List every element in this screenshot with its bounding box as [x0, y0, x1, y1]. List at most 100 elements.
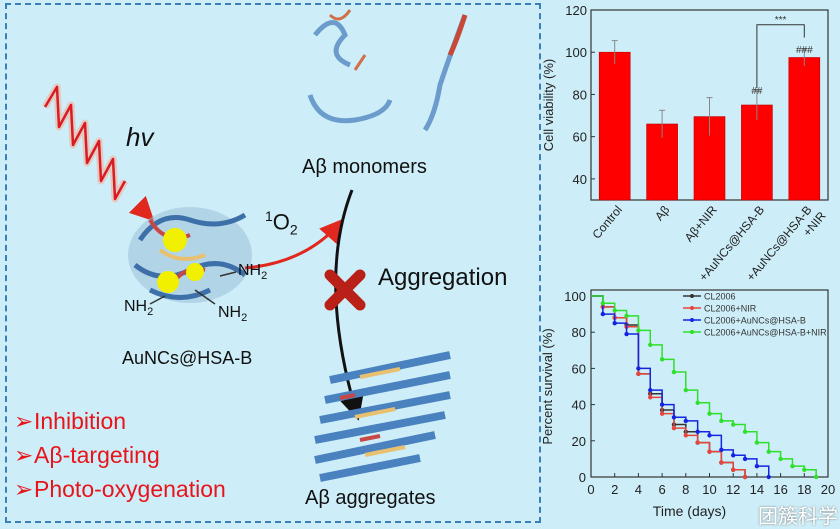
singlet-oxygen-label: 1O2 [265, 208, 298, 238]
data-point [695, 400, 700, 405]
bullet-text: Inhibition [34, 408, 127, 434]
y-axis-label: Percent survival (%) [540, 328, 555, 444]
nanocluster-label: AuNCs@HSA-B [122, 348, 253, 368]
protein-nanocluster-icon [128, 207, 252, 303]
x-tick-label: 20 [821, 482, 835, 497]
data-point [766, 449, 771, 454]
x-tick-label: Aβ+NIR [682, 203, 720, 245]
data-point [683, 433, 688, 438]
bullet-text: Photo-oxygenation [34, 476, 226, 502]
y-tick-label: 60 [572, 361, 586, 376]
diagram-graphics [41, 9, 468, 482]
data-point [742, 429, 748, 434]
amine-sub: 2 [261, 270, 268, 283]
monomer-protein-icons [307, 9, 468, 132]
bracket-label: *** [775, 15, 787, 26]
amine-base: NH [124, 298, 148, 315]
data-point [671, 369, 677, 375]
y-tick-label: 80 [572, 325, 586, 340]
data-point [719, 460, 724, 465]
amine-base: NH [218, 304, 242, 321]
data-point [612, 320, 617, 326]
x-tick-label: Control [589, 203, 625, 242]
data-point [695, 429, 700, 434]
bullet-photo-oxygenation: ➢Photo-oxygenation [14, 476, 226, 503]
y-tick-label: 40 [572, 398, 586, 413]
inhibition-cross-icon [324, 269, 366, 311]
bullet-text: Aβ-targeting [34, 442, 160, 468]
x-tick-label: 12 [726, 482, 740, 497]
data-point [600, 311, 606, 317]
data-point [624, 331, 629, 337]
data-point [766, 474, 771, 480]
legend-marker [690, 318, 694, 322]
data-point [648, 342, 653, 348]
data-point [813, 474, 819, 480]
data-point [648, 395, 653, 400]
x-tick-label: 16 [773, 482, 787, 497]
x-tick-label: 10 [702, 482, 716, 497]
y-tick-label: 80 [573, 87, 587, 102]
data-point [683, 387, 688, 393]
data-point [707, 433, 712, 438]
amine-sub: 2 [147, 306, 154, 319]
amine-sub: 2 [241, 312, 248, 325]
x-tick-label: 18 [797, 482, 811, 497]
amine-label: NH2 [218, 304, 247, 324]
data-point [600, 301, 606, 306]
data-point [695, 440, 700, 445]
watermark: 团簇科学 [758, 506, 838, 528]
data-point [742, 456, 748, 462]
data-point [731, 453, 736, 458]
data-point [731, 422, 736, 427]
data-point [707, 449, 712, 454]
data-point [790, 463, 795, 469]
survival-line [591, 295, 817, 477]
bar [598, 51, 631, 201]
data-point [742, 474, 748, 480]
significance-mark: ## [751, 86, 763, 97]
bullet-inhibition: ➢Inhibition [14, 408, 126, 435]
data-point [731, 467, 736, 472]
data-point [671, 425, 677, 431]
significance-bracket [756, 24, 805, 89]
arrow-bullet-icon: ➢ [14, 442, 34, 468]
monomers-label: Aβ monomers [302, 156, 427, 178]
arrow-bullet-icon: ➢ [14, 408, 34, 434]
bar [741, 104, 773, 201]
y-tick-label: 0 [579, 470, 586, 485]
data-point [624, 313, 629, 319]
y-tick-label: 120 [565, 3, 587, 18]
x-tick-label: 2 [611, 482, 618, 497]
light-label: hv [126, 122, 154, 152]
oxygen-subscript: 2 [289, 221, 298, 238]
data-point [778, 456, 783, 462]
significance-mark: ### [796, 45, 813, 56]
legend-label: CL2006+AuNCs@HSA-B+NIR [704, 328, 827, 338]
cell-viability-chart: 40 60 80 100 120 Cell viability (%) Control Aβ A… [541, 3, 829, 280]
data-point [636, 366, 641, 371]
data-point [648, 387, 653, 393]
x-axis-label: Time (days) [653, 503, 726, 519]
data-point [612, 308, 617, 313]
data-point [802, 467, 807, 472]
data-point [754, 463, 760, 469]
arrow-bullet-icon: ➢ [14, 476, 34, 502]
y-tick-label: 100 [564, 289, 586, 304]
legend-marker [690, 330, 694, 334]
oxygen-arrow [244, 218, 344, 270]
x-tick-label: 14 [750, 482, 764, 497]
data-point [659, 402, 665, 407]
bullet-targeting: ➢Aβ-targeting [14, 442, 160, 469]
legend-label: CL2006 [704, 292, 736, 302]
aggregation-label: Aggregation [378, 264, 508, 291]
data-point [659, 411, 665, 416]
data-point [636, 371, 641, 377]
x-tick-label: 6 [658, 482, 665, 497]
data-point [754, 440, 760, 445]
oxygen-symbol: O [272, 209, 290, 235]
survival-line [591, 295, 770, 477]
y-tick-label: 40 [573, 172, 587, 187]
legend-label: CL2006+AuNCs@HSA-B [704, 316, 806, 326]
diagram-frame [5, 3, 541, 523]
